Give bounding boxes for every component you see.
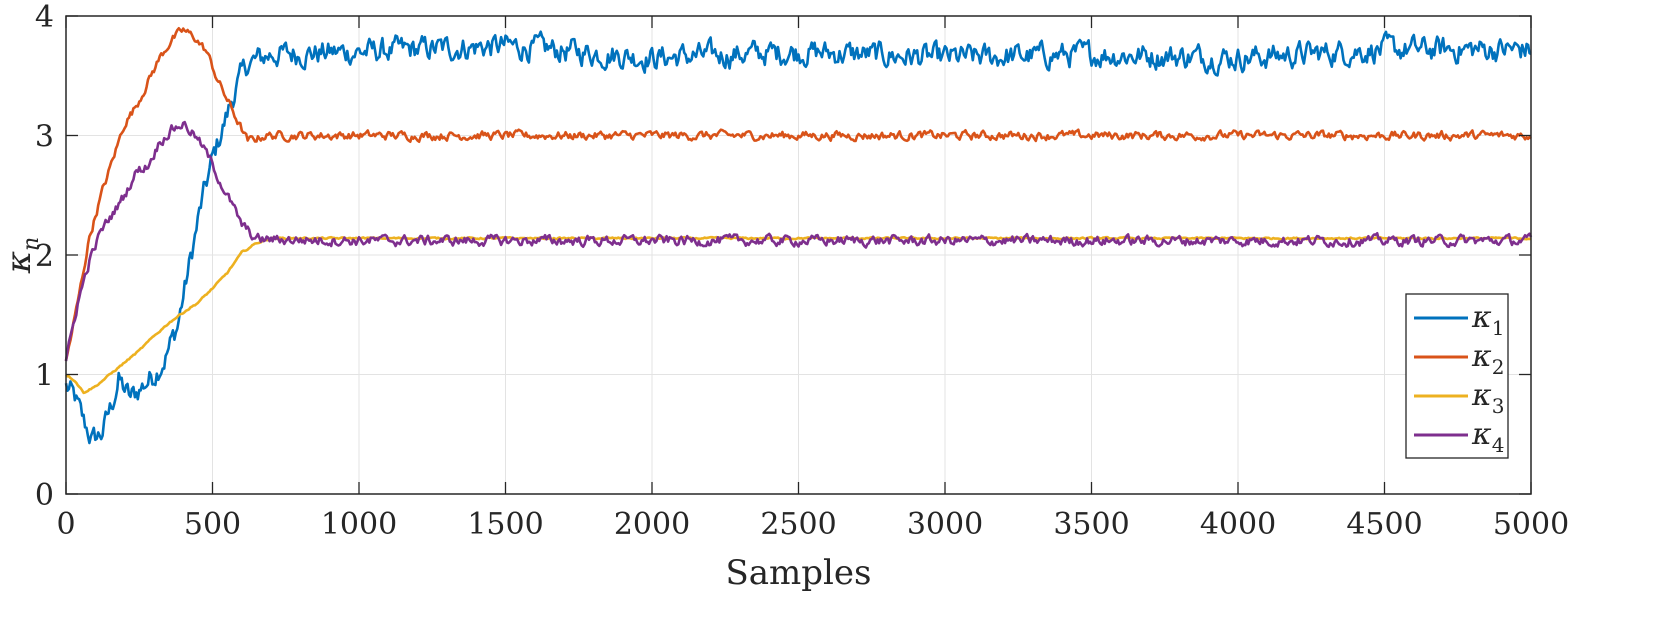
x-axis-label: Samples — [725, 553, 871, 593]
x-tick-label: 1500 — [467, 507, 543, 542]
legend-label-1: κ1 — [1471, 300, 1504, 340]
x-tick-label: 0 — [56, 507, 75, 542]
x-tick-label: 4500 — [1346, 507, 1422, 542]
legend-label-2: κ2 — [1471, 339, 1504, 379]
legend-subscript: 4 — [1492, 433, 1505, 457]
axis-ticks: 0 500 1000 1500 2000 2500 3000 3500 4000 4500 5000… — [35, 0, 1569, 542]
y-tick-label: 4 — [35, 0, 54, 35]
legend-label-4: κ4 — [1471, 417, 1504, 457]
legend-label-3: κ3 — [1471, 378, 1504, 418]
series-line-1 — [64, 30, 1532, 445]
legend-symbol: κ — [1471, 300, 1492, 335]
legend-subscript: 2 — [1492, 355, 1505, 379]
x-tick-label: 4000 — [1200, 507, 1276, 542]
x-tick-label: 3000 — [907, 507, 983, 542]
x-tick-label: 5000 — [1493, 507, 1569, 542]
x-tick-label: 500 — [184, 507, 241, 542]
y-tick-label: 2 — [35, 239, 54, 274]
x-tick-label: 1000 — [321, 507, 397, 542]
x-tick-label: 3500 — [1053, 507, 1129, 542]
legend-subscript: 3 — [1492, 394, 1505, 418]
y-tick-label: 1 — [35, 359, 54, 394]
legend-symbol: κ — [1471, 339, 1492, 374]
y-tick-label: 0 — [35, 478, 54, 513]
legend-box — [1405, 293, 1509, 459]
grid — [66, 16, 1531, 494]
legend-symbol: κ — [1471, 417, 1492, 452]
y-axis-label: κn — [0, 237, 44, 274]
y-tick-label: 3 — [35, 120, 54, 155]
series-line-4 — [64, 120, 1533, 362]
y-axis-label-symbol: κ — [0, 251, 39, 274]
legend-subscript: 1 — [1492, 316, 1505, 340]
series-lines — [64, 26, 1533, 445]
x-tick-label: 2500 — [760, 507, 836, 542]
x-tick-label: 2000 — [614, 507, 690, 542]
series-line-2 — [64, 26, 1532, 361]
y-axis-label-subscript: n — [19, 237, 44, 251]
legend-symbol: κ — [1471, 378, 1492, 413]
